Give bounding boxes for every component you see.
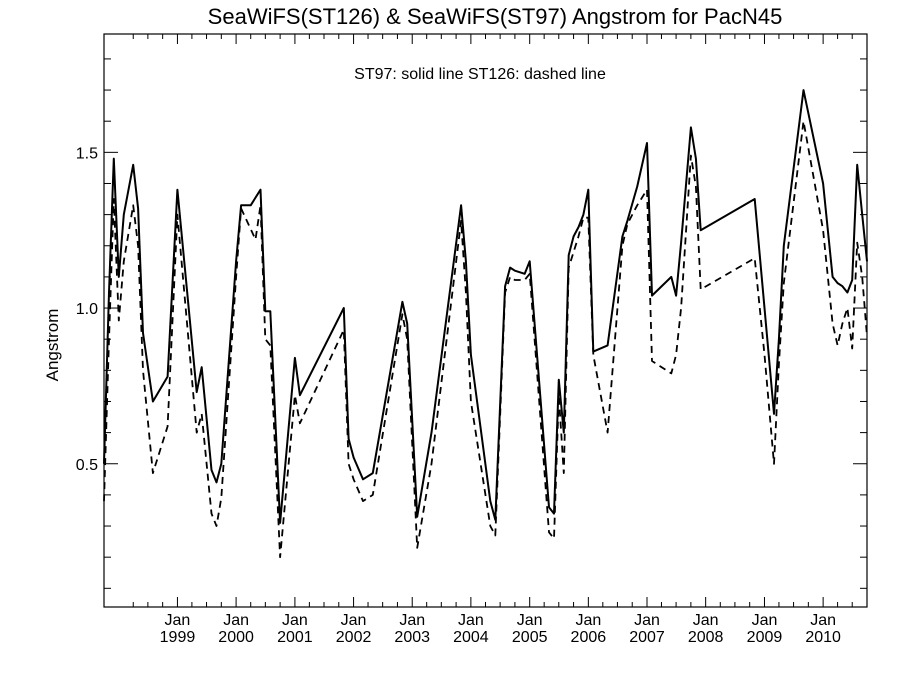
x-tick-year: 2004	[453, 629, 489, 646]
x-tick-year: 2001	[277, 629, 313, 646]
x-tick-month: Jan	[575, 612, 601, 629]
x-tick-month: Jan	[517, 612, 543, 629]
y-tick-label: 1.5	[76, 145, 98, 162]
x-tick-month: Jan	[223, 612, 249, 629]
x-tick-year: 2006	[571, 629, 607, 646]
x-tick-year: 2007	[629, 629, 665, 646]
x-tick-year: 2000	[218, 629, 254, 646]
tick-labels: 0.51.01.5Jan1999Jan2000Jan2001Jan2002Jan…	[76, 145, 841, 646]
line-style-annotation: ST97: solid line ST126: dashed line	[354, 66, 606, 83]
y-tick-label: 0.5	[76, 457, 98, 474]
x-tick-year: 2010	[805, 629, 841, 646]
x-tick-month: Jan	[165, 612, 191, 629]
x-tick-month: Jan	[634, 612, 660, 629]
x-tick-month: Jan	[282, 612, 308, 629]
axes-ticks	[104, 34, 867, 607]
chart-title: SeaWiFS(ST126) & SeaWiFS(ST97) Angstrom …	[208, 4, 783, 29]
series-st97-line	[103, 89, 868, 524]
x-tick-month: Jan	[810, 612, 836, 629]
x-tick-year: 2002	[336, 629, 372, 646]
x-tick-year: 2009	[747, 629, 783, 646]
plot-frame	[103, 33, 868, 608]
series-lines	[103, 89, 868, 559]
y-tick-label: 1.0	[76, 301, 98, 318]
x-tick-month: Jan	[458, 612, 484, 629]
x-tick-year: 1999	[160, 629, 196, 646]
x-tick-month: Jan	[341, 612, 367, 629]
y-axis-label: Angstrom	[43, 309, 62, 382]
series-st126-line	[103, 120, 868, 559]
x-tick-month: Jan	[752, 612, 778, 629]
x-tick-year: 2003	[394, 629, 430, 646]
x-tick-year: 2008	[688, 629, 724, 646]
x-tick-month: Jan	[693, 612, 719, 629]
x-tick-year: 2005	[512, 629, 548, 646]
x-tick-month: Jan	[399, 612, 425, 629]
